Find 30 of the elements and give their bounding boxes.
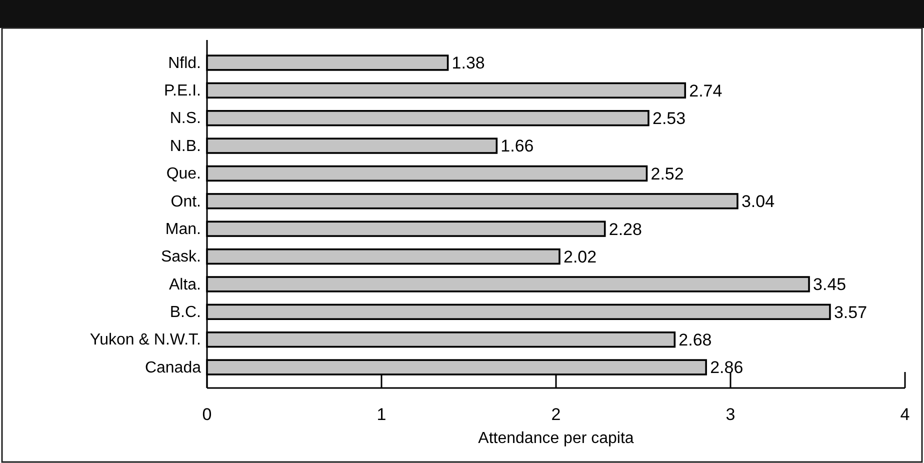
x-tick-label: 1 [376, 405, 386, 424]
data-label: 2.68 [678, 330, 712, 350]
y-tick-label: Ont. [170, 193, 201, 210]
data-label: 2.86 [710, 358, 744, 378]
y-tick-label: Alta. [168, 276, 201, 294]
y-tick-label: Canada [144, 359, 202, 376]
data-label: 3.45 [813, 275, 846, 294]
data-label: 1.66 [500, 136, 534, 156]
data-label: 2.52 [650, 164, 684, 184]
x-tick-label: 4 [900, 405, 910, 424]
y-tick-label: Sask. [160, 248, 201, 266]
x-tick-label: 2 [551, 405, 561, 424]
data-label: 3.04 [741, 192, 775, 212]
y-tick-label: Nfld. [168, 54, 201, 72]
y-tick-label: Man. [165, 220, 201, 238]
x-tick-label: 0 [202, 405, 212, 424]
x-tick-label: 3 [726, 405, 736, 424]
y-tick-label: Yukon & N.W.T. [90, 332, 201, 349]
data-label: 2.02 [563, 247, 597, 266]
y-tick-label: N.S. [170, 110, 201, 128]
x-axis-title: Attendance per capita [478, 430, 634, 447]
data-label: 2.28 [608, 220, 642, 239]
y-tick-label: P.E.I. [164, 82, 201, 100]
data-label: 1.38 [452, 54, 485, 73]
data-label: 2.53 [652, 109, 686, 128]
y-tick-label: B.C. [170, 304, 201, 322]
data-label: 2.74 [689, 81, 722, 100]
data-label: 3.57 [834, 302, 868, 322]
y-tick-label: N.B. [170, 138, 201, 155]
y-tick-label: Que. [166, 166, 201, 183]
